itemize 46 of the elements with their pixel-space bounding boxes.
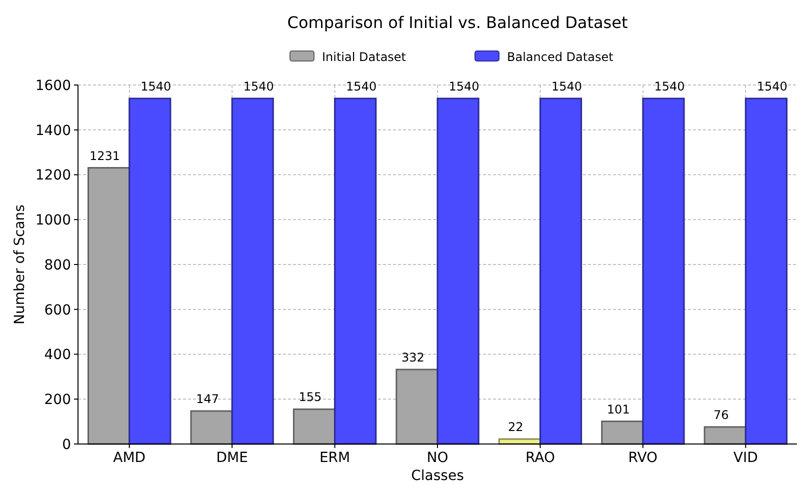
x-tick-label: RAO bbox=[525, 450, 555, 466]
bar bbox=[601, 420, 644, 445]
bar bbox=[744, 98, 788, 445]
bar bbox=[539, 98, 582, 445]
bar bbox=[642, 98, 685, 445]
y-tick-label: 1600 bbox=[35, 78, 71, 94]
y-tick-label: 1400 bbox=[35, 122, 71, 139]
x-tick-label: DME bbox=[216, 450, 248, 466]
data-label: 1540 bbox=[551, 79, 582, 94]
data-label: 1540 bbox=[756, 79, 788, 94]
y-tick-label: 1200 bbox=[35, 168, 71, 184]
x-tick-label: RVO bbox=[628, 450, 658, 466]
data-label: 147 bbox=[196, 392, 219, 406]
x-tick-label: VID bbox=[733, 450, 758, 466]
data-label: 101 bbox=[606, 402, 630, 416]
y-axis-title: Number of Scans bbox=[12, 204, 28, 324]
chart-title: Comparison of Initial vs. Balanced Dataset bbox=[287, 13, 628, 32]
data-label: 76 bbox=[713, 408, 729, 422]
data-label: 332 bbox=[402, 350, 424, 365]
bar bbox=[704, 426, 746, 445]
x-tick-label: ERM bbox=[319, 450, 350, 466]
bar bbox=[128, 98, 172, 445]
data-label: 1540 bbox=[654, 79, 685, 94]
bar bbox=[334, 98, 377, 445]
y-tick-label: 0 bbox=[62, 436, 71, 453]
x-axis-title: Classes bbox=[411, 468, 464, 484]
x-tick-label: NO bbox=[426, 450, 448, 466]
bar bbox=[292, 408, 336, 445]
data-label: 1540 bbox=[448, 79, 480, 94]
data-label: 1540 bbox=[346, 79, 377, 94]
bar bbox=[436, 98, 480, 445]
legend-label: Balanced Dataset bbox=[507, 50, 614, 64]
x-tick-label: AMD bbox=[113, 450, 146, 466]
bar bbox=[231, 98, 274, 445]
y-tick-label: 200 bbox=[44, 392, 71, 408]
data-label: 1231 bbox=[90, 148, 120, 163]
data-label: 22 bbox=[508, 420, 524, 434]
data-label: 1540 bbox=[140, 79, 172, 94]
y-tick-label: 400 bbox=[44, 347, 71, 364]
y-tick-label: 800 bbox=[44, 257, 71, 274]
y-tick-label: 1000 bbox=[35, 212, 71, 229]
legend-label: Initial Dataset bbox=[322, 50, 406, 64]
bar bbox=[190, 410, 233, 445]
data-label: 1540 bbox=[243, 79, 274, 94]
data-label: 155 bbox=[298, 390, 322, 404]
y-tick-label: 600 bbox=[44, 302, 71, 318]
